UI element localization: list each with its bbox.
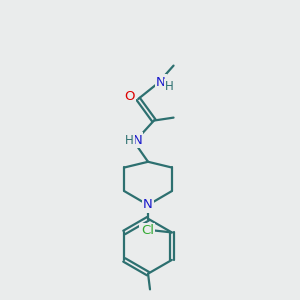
Text: N: N	[156, 76, 166, 89]
Text: N: N	[143, 199, 153, 212]
Text: N: N	[132, 134, 142, 147]
Text: H: H	[165, 80, 174, 93]
Text: O: O	[124, 91, 135, 103]
Text: H: H	[125, 134, 134, 147]
Text: Cl: Cl	[141, 224, 154, 237]
